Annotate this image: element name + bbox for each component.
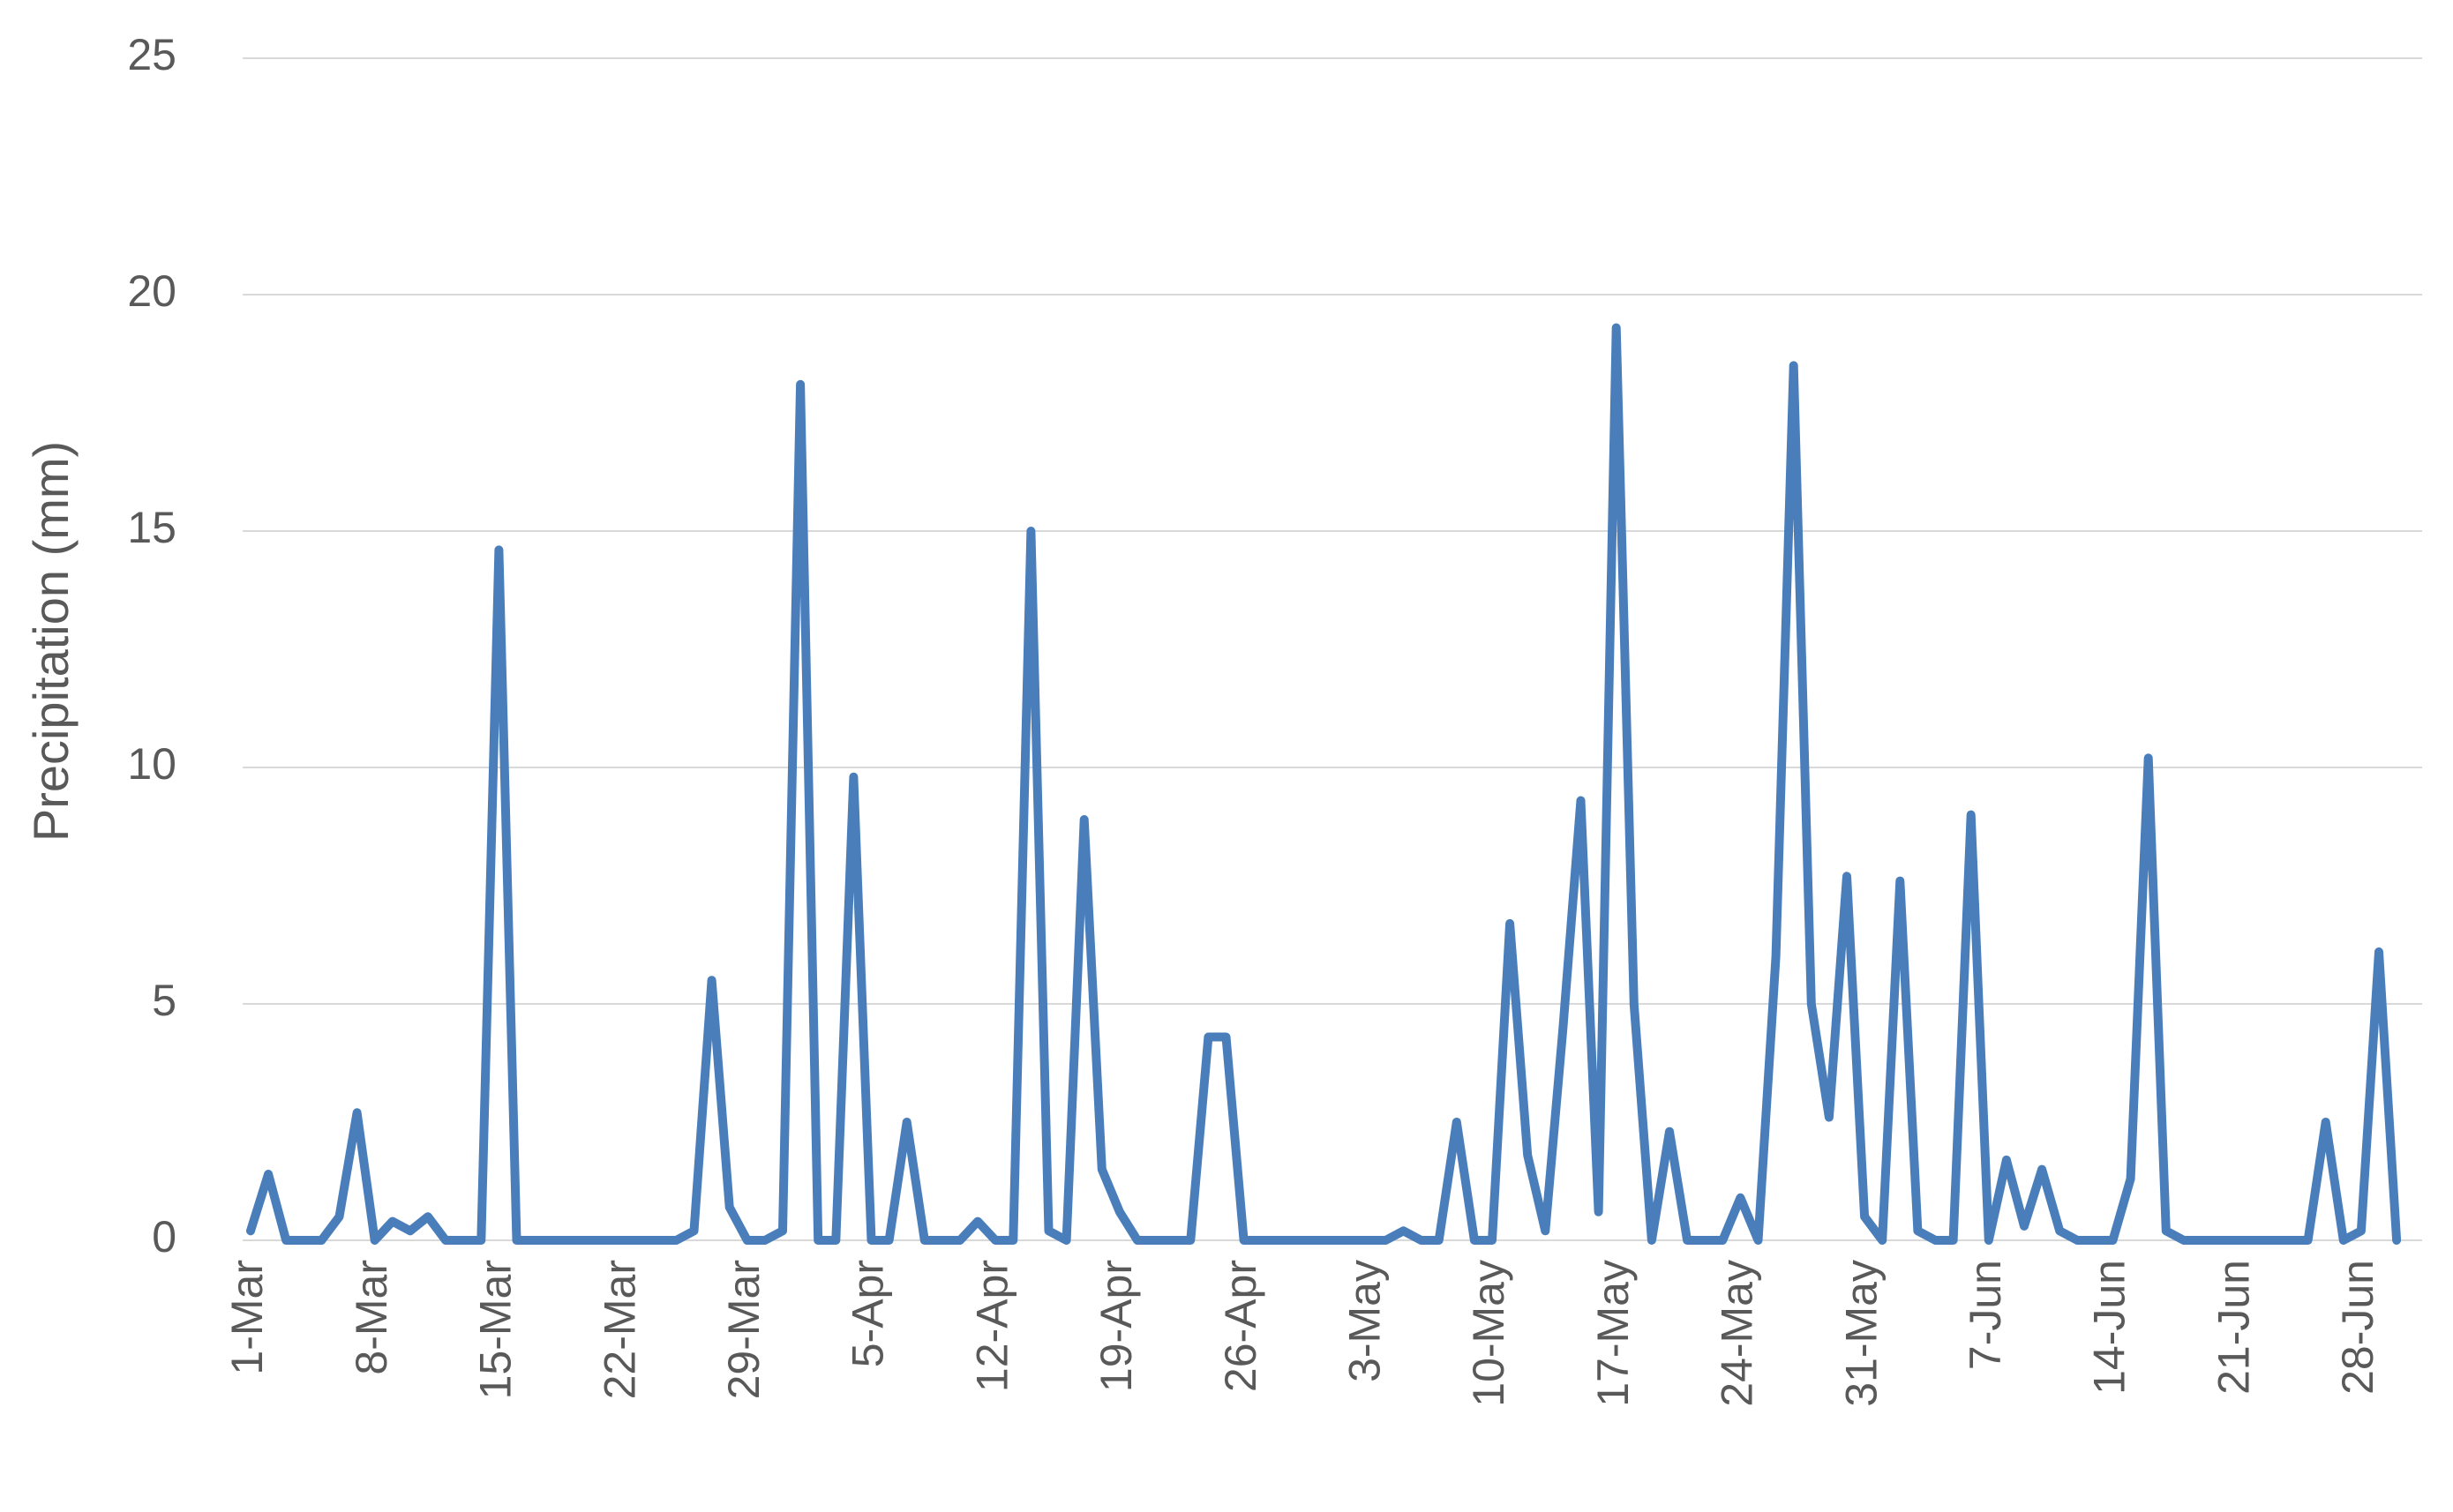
x-tick-label: 1-Mar xyxy=(222,1260,272,1375)
x-tick-label: 19-Apr xyxy=(1091,1260,1141,1392)
y-tick-label: 15 xyxy=(127,503,176,552)
x-tick-label: 29-Mar xyxy=(719,1260,769,1399)
x-tick-label: 7-Jun xyxy=(1961,1260,2010,1370)
x-tick-label: 22-Mar xyxy=(595,1260,644,1399)
y-tick-label: 0 xyxy=(152,1212,176,1261)
x-tick-label: 26-Apr xyxy=(1216,1260,1265,1392)
x-tick-label: 10-May xyxy=(1464,1260,1513,1407)
y-tick-label: 20 xyxy=(127,266,176,316)
x-tick-label: 14-Jun xyxy=(2085,1260,2134,1395)
y-tick-label: 10 xyxy=(127,739,176,789)
data-line xyxy=(246,323,2402,1245)
x-tick-label: 31-May xyxy=(1836,1260,1886,1407)
y-axis-title: Precipitation (mm) xyxy=(23,441,79,842)
x-tick-label: 28-Jun xyxy=(2333,1260,2382,1395)
x-tick-label: 3-May xyxy=(1340,1260,1390,1382)
x-tick-label: 5-Apr xyxy=(844,1260,893,1367)
x-tick-label: 21-Jun xyxy=(2209,1260,2258,1395)
x-tick-label: 24-May xyxy=(1713,1260,1762,1407)
x-tick-label: 12-Apr xyxy=(967,1260,1016,1392)
x-tick-label: 8-Mar xyxy=(347,1260,396,1375)
x-tick-label: 15-Mar xyxy=(471,1260,521,1399)
x-tick-label: 17-May xyxy=(1588,1260,1638,1407)
y-tick-label: 25 xyxy=(127,30,176,79)
y-tick-label: 5 xyxy=(152,976,176,1025)
